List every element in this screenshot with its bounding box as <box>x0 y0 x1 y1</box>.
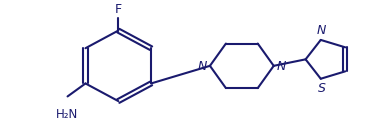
Text: N: N <box>277 60 286 73</box>
Text: N: N <box>197 60 207 73</box>
Text: H₂N: H₂N <box>55 108 78 121</box>
Text: N: N <box>317 24 326 37</box>
Text: S: S <box>318 82 326 95</box>
Text: F: F <box>115 3 122 16</box>
